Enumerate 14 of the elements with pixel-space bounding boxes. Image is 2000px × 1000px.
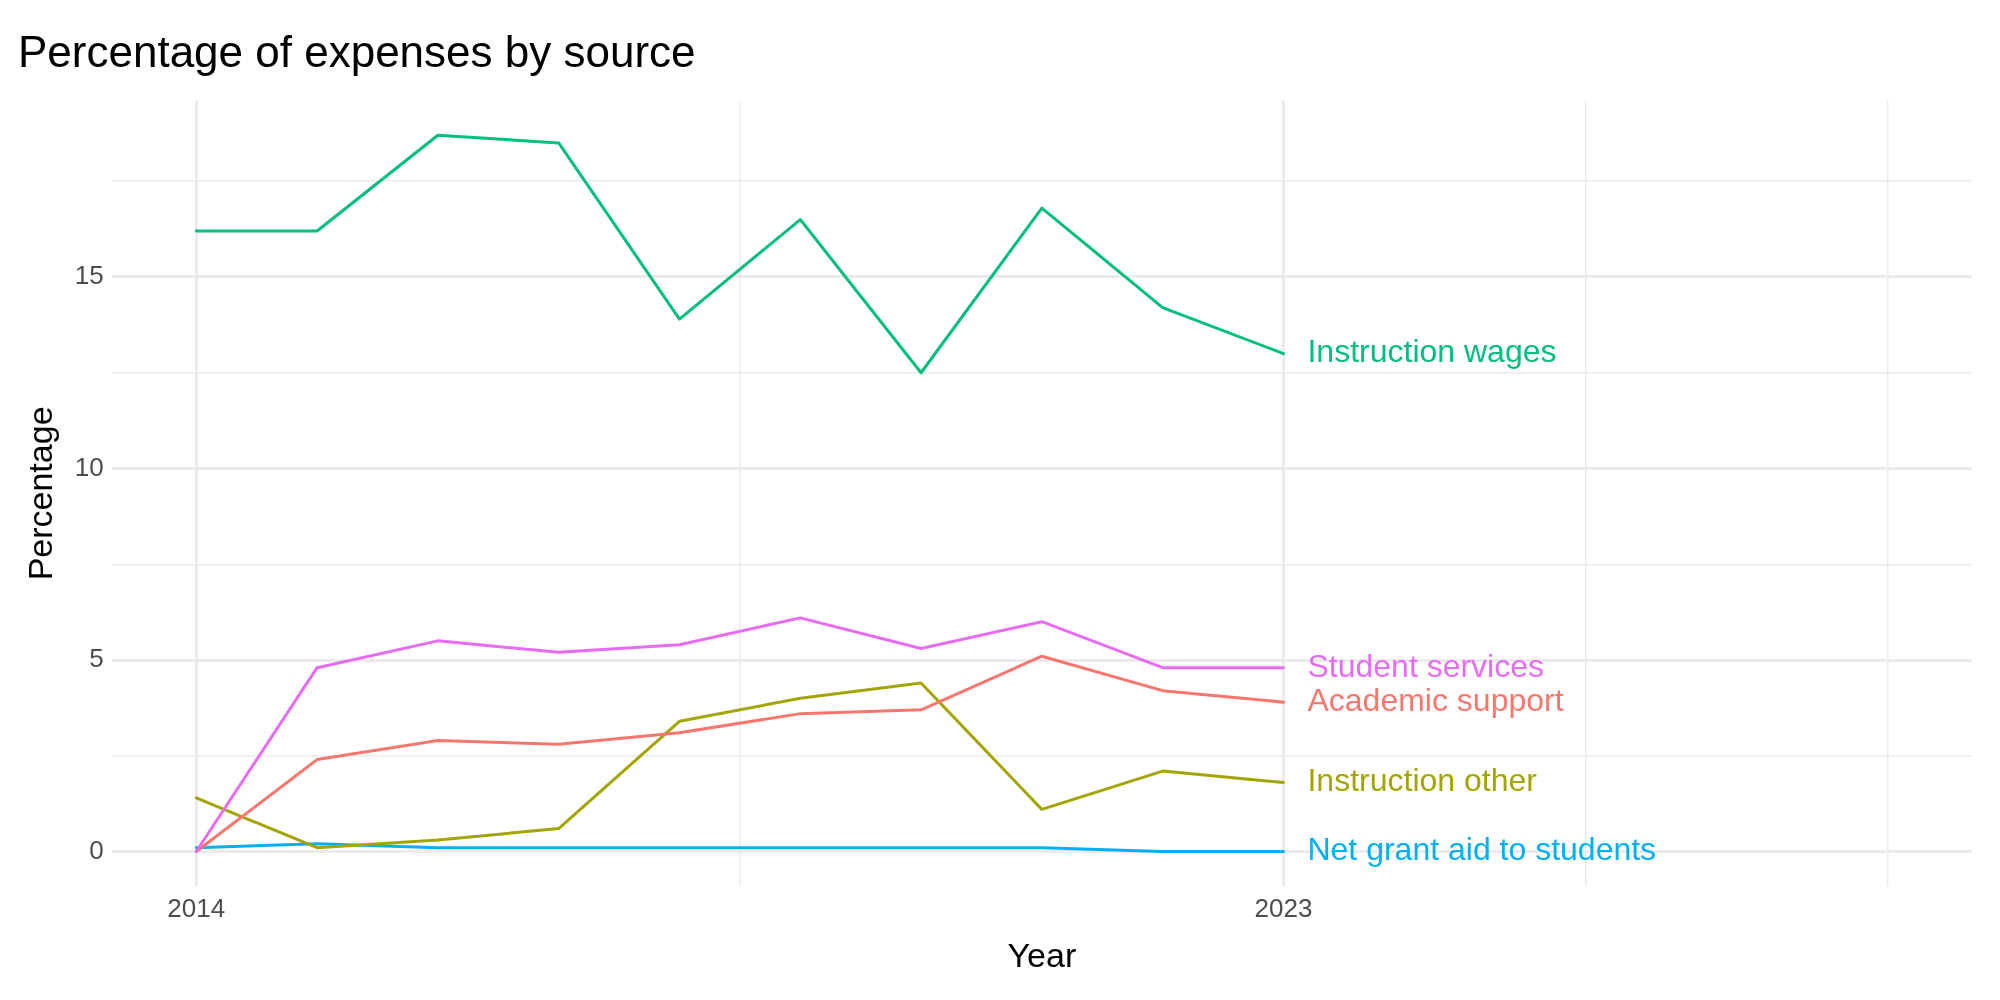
y-tick-label: 15: [74, 260, 104, 291]
y-axis-title: Percentage: [20, 406, 59, 581]
series-label: Instruction wages: [1307, 333, 1557, 370]
series-label: Instruction other: [1307, 762, 1538, 799]
x-axis-title: Year: [1007, 935, 1077, 974]
chart-title: Percentage of expenses by source: [18, 26, 696, 76]
y-tick-label: 0: [89, 834, 104, 865]
x-tick-label: 2023: [1254, 892, 1313, 923]
series-label: Academic support: [1307, 681, 1564, 718]
y-tick-label: 5: [89, 643, 104, 674]
series-label: Net grant aid to students: [1307, 831, 1657, 868]
x-tick-label: 2014: [167, 892, 226, 923]
series-label: Student services: [1307, 647, 1545, 684]
y-tick-label: 10: [74, 451, 104, 482]
